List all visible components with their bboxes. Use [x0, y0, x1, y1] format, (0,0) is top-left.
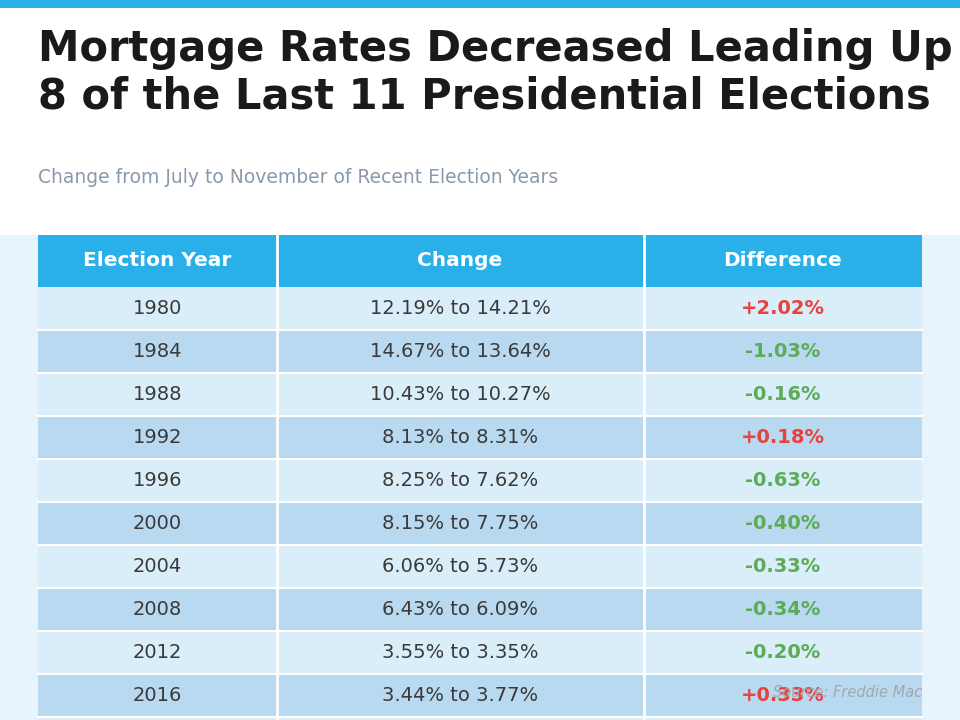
Bar — [643, 674, 922, 717]
Bar — [38, 373, 276, 416]
Text: -0.16%: -0.16% — [745, 385, 821, 404]
Bar — [276, 416, 643, 459]
Text: 1984: 1984 — [132, 342, 182, 361]
Bar — [38, 502, 276, 545]
Text: 6.06% to 5.73%: 6.06% to 5.73% — [382, 557, 539, 576]
Bar — [38, 330, 276, 373]
Text: 1988: 1988 — [132, 385, 182, 404]
Bar — [276, 330, 643, 373]
Text: 1992: 1992 — [132, 428, 182, 447]
Bar — [643, 373, 922, 416]
Text: 8.25% to 7.62%: 8.25% to 7.62% — [382, 471, 539, 490]
Bar — [276, 588, 643, 631]
Bar — [276, 373, 643, 416]
Bar — [0, 0, 960, 8]
Text: -0.63%: -0.63% — [745, 471, 821, 490]
Text: -0.33%: -0.33% — [745, 557, 821, 576]
Text: Source: Freddie Mac: Source: Freddie Mac — [773, 685, 922, 700]
Bar — [276, 502, 643, 545]
Bar — [38, 287, 276, 330]
Text: 2016: 2016 — [132, 686, 182, 705]
Text: 8.13% to 8.31%: 8.13% to 8.31% — [382, 428, 539, 447]
Text: 14.67% to 13.64%: 14.67% to 13.64% — [370, 342, 550, 361]
Text: Difference: Difference — [724, 251, 842, 271]
Text: -0.40%: -0.40% — [745, 514, 821, 533]
Bar — [643, 416, 922, 459]
Text: 2000: 2000 — [132, 514, 181, 533]
Bar — [643, 330, 922, 373]
Bar — [643, 235, 922, 287]
Text: 3.55% to 3.35%: 3.55% to 3.35% — [382, 643, 539, 662]
Bar — [643, 631, 922, 674]
Bar — [276, 674, 643, 717]
Text: 12.19% to 14.21%: 12.19% to 14.21% — [370, 299, 550, 318]
Text: 1980: 1980 — [132, 299, 182, 318]
Text: +2.02%: +2.02% — [741, 299, 825, 318]
Text: 6.43% to 6.09%: 6.43% to 6.09% — [382, 600, 539, 619]
Bar — [0, 235, 960, 720]
Text: -1.03%: -1.03% — [745, 342, 821, 361]
Text: Change: Change — [418, 251, 503, 271]
Text: 1996: 1996 — [132, 471, 182, 490]
Bar — [643, 588, 922, 631]
Bar — [38, 674, 276, 717]
Text: -0.34%: -0.34% — [745, 600, 821, 619]
Text: Mortgage Rates Decreased Leading Up to
8 of the Last 11 Presidential Elections: Mortgage Rates Decreased Leading Up to 8… — [38, 28, 960, 118]
Text: +0.33%: +0.33% — [741, 686, 825, 705]
Bar — [38, 588, 276, 631]
Text: -0.20%: -0.20% — [745, 643, 821, 662]
Bar — [643, 717, 922, 720]
Text: 2008: 2008 — [132, 600, 182, 619]
Bar — [38, 631, 276, 674]
Text: 3.44% to 3.77%: 3.44% to 3.77% — [382, 686, 539, 705]
Bar — [276, 545, 643, 588]
Bar — [643, 545, 922, 588]
Bar — [276, 287, 643, 330]
Bar — [643, 502, 922, 545]
Text: 2012: 2012 — [132, 643, 182, 662]
Text: Change from July to November of Recent Election Years: Change from July to November of Recent E… — [38, 168, 559, 187]
Bar — [38, 235, 276, 287]
Bar — [276, 235, 643, 287]
Bar — [643, 459, 922, 502]
Text: 2004: 2004 — [132, 557, 182, 576]
Text: +0.18%: +0.18% — [741, 428, 825, 447]
Bar — [38, 459, 276, 502]
Text: Election Year: Election Year — [84, 251, 231, 271]
Text: 10.43% to 10.27%: 10.43% to 10.27% — [370, 385, 550, 404]
Bar — [643, 287, 922, 330]
Bar — [276, 717, 643, 720]
Bar — [38, 416, 276, 459]
Text: 8.15% to 7.75%: 8.15% to 7.75% — [382, 514, 539, 533]
Bar — [38, 717, 276, 720]
Bar — [38, 545, 276, 588]
Bar — [276, 459, 643, 502]
Bar — [276, 631, 643, 674]
